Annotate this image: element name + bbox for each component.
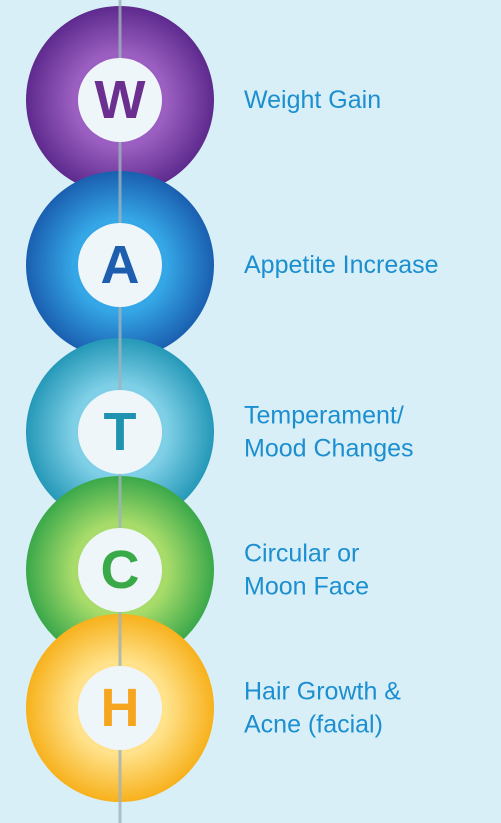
letter: A — [101, 235, 140, 295]
letter: W — [95, 70, 146, 130]
letter: T — [104, 402, 137, 462]
letter-disc — [78, 390, 162, 474]
letter-disc — [78, 223, 162, 307]
letter: C — [101, 540, 140, 600]
letter-disc — [78, 58, 162, 142]
label: Appetite Increase — [244, 251, 439, 279]
label: Hair Growth & — [244, 678, 401, 706]
letter-disc — [78, 666, 162, 750]
letters-and-labels: W Weight Gain A Appetite Increase T Temperame… — [78, 58, 439, 750]
letter: H — [101, 678, 140, 738]
label: Moon Face — [244, 573, 369, 601]
label: Weight Gain — [244, 86, 381, 114]
label: Mood Changes — [244, 435, 414, 463]
label: Circular or — [244, 540, 359, 568]
label: Temperament/ — [244, 402, 404, 430]
letter-disc — [78, 528, 162, 612]
label: Acne (facial) — [244, 711, 383, 739]
